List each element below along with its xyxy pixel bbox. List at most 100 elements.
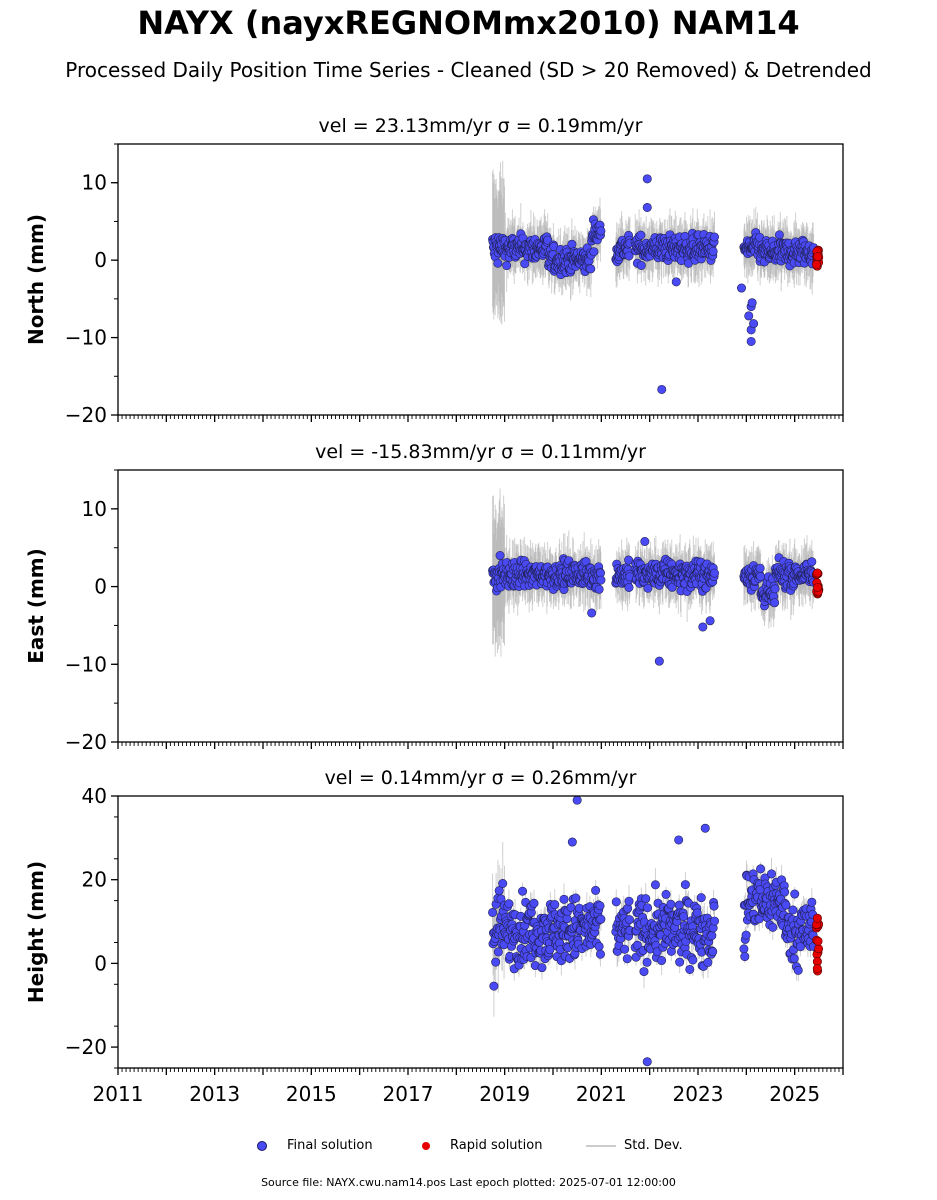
final-solution-point	[572, 796, 582, 805]
rapid-solution-point	[814, 944, 824, 954]
panel-title: vel = 23.13mm/yr σ = 0.19mm/yr	[319, 115, 643, 137]
final-solution-point	[567, 837, 577, 847]
final-solution-point	[545, 945, 555, 955]
y-tick-label: −20	[65, 1035, 107, 1059]
final-solution-point	[768, 922, 778, 932]
final-solution-point	[696, 893, 706, 903]
chart-subtitle: Processed Daily Position Time Series - C…	[65, 58, 872, 82]
rapid-solution-point	[813, 582, 823, 592]
plot-frame	[117, 143, 844, 416]
final-solution-point	[657, 956, 667, 966]
legend: Final solution Rapid solution Std. Dev.	[0, 1138, 937, 1158]
final-solution-point	[493, 258, 503, 268]
final-solution-point	[495, 551, 505, 561]
legend-std-label: Std. Dev.	[624, 1138, 683, 1153]
final-solution-point	[591, 885, 601, 895]
y-axis-label: Height (mm)	[24, 861, 48, 1003]
final-solution-point	[708, 947, 718, 957]
final-solution-point	[641, 894, 651, 904]
final-solution-point	[746, 336, 756, 346]
panel-3: vel = 0.14mm/yr σ = 0.26mm/yr Height (mm)…	[24, 767, 844, 1106]
final-solution-point	[636, 230, 646, 240]
y-axis-label: East (mm)	[24, 548, 48, 664]
x-tick-label: 2013	[189, 1082, 240, 1106]
final-solution-point	[709, 916, 719, 926]
final-solution-point	[543, 235, 553, 245]
final-solution-point	[666, 899, 676, 909]
final-solution-point	[639, 967, 649, 977]
final-solution-point	[698, 622, 708, 632]
y-tick-label: −10	[65, 652, 107, 676]
legend-rapid-marker	[422, 1141, 430, 1150]
final-solution-point	[807, 897, 817, 907]
final-solution-point	[529, 898, 539, 908]
final-solution-point	[642, 1057, 652, 1067]
final-solution-point	[596, 226, 606, 236]
legend-rapid: Rapid solution	[422, 1138, 542, 1153]
final-solution-point	[642, 202, 652, 212]
final-solution-point	[624, 251, 634, 261]
final-solution-point	[709, 568, 719, 578]
chart-title: NAYX (nayxREGNOMmx2010) NAM14	[137, 4, 800, 42]
final-solution-point	[736, 283, 746, 293]
final-solution-point	[709, 232, 719, 242]
final-solution-point	[740, 952, 750, 962]
y-tick-label: 10	[82, 497, 107, 521]
footer-source: Source file: NAYX.cwu.nam14.pos Last epo…	[261, 1176, 676, 1189]
final-solution-point	[795, 942, 805, 952]
final-solution-point	[790, 889, 800, 899]
y-tick-label: −10	[65, 326, 107, 350]
final-solution-point	[708, 246, 718, 256]
x-tick-label: 2015	[286, 1082, 337, 1106]
final-solution-point	[671, 277, 681, 287]
final-solution-point	[675, 957, 685, 967]
final-solution-point	[703, 957, 713, 967]
final-solution-point	[756, 864, 766, 874]
legend-final-label: Final solution	[287, 1138, 373, 1153]
final-solution-point	[793, 965, 803, 975]
final-solution-point	[643, 583, 653, 593]
y-tick-label: 0	[94, 575, 107, 599]
final-solution-point	[594, 584, 604, 594]
final-solution-point	[620, 944, 630, 954]
panel-title: vel = 0.14mm/yr σ = 0.26mm/yr	[325, 767, 637, 789]
final-solution-point	[705, 616, 715, 626]
x-tick-label: 2023	[673, 1082, 724, 1106]
final-solution-point	[700, 823, 710, 833]
legend-final: Final solution	[257, 1138, 373, 1153]
final-solution-point	[685, 964, 695, 974]
data-layer	[488, 161, 824, 394]
final-solution-point	[518, 886, 528, 896]
final-solution-point	[586, 264, 596, 274]
rapid-solution-point	[813, 936, 823, 946]
y-tick-label: −20	[65, 403, 107, 427]
final-solution-point	[642, 174, 652, 184]
final-solution-point	[493, 947, 503, 957]
x-tick-label: 2011	[93, 1082, 144, 1106]
legend-final-marker	[257, 1140, 267, 1151]
final-solution-point	[749, 319, 759, 329]
legend-std: Std. Dev.	[586, 1138, 683, 1153]
final-solution-point	[640, 536, 650, 546]
final-solution-point	[587, 608, 597, 618]
final-solution-point	[741, 930, 751, 940]
final-solution-point	[789, 954, 799, 964]
y-tick-label: 0	[94, 951, 107, 975]
x-tick-label: 2019	[479, 1082, 530, 1106]
final-solution-point	[571, 893, 581, 903]
x-tick-label: 2025	[769, 1082, 820, 1106]
final-solution-point	[807, 557, 817, 567]
final-solution-point	[636, 260, 646, 270]
final-solution-point	[595, 901, 605, 911]
rapid-solution-point	[813, 252, 823, 262]
y-tick-label: 20	[82, 868, 107, 892]
final-solution-point	[650, 880, 660, 890]
final-solution-point	[747, 298, 757, 308]
final-solution-point	[755, 563, 765, 573]
final-solution-point	[739, 944, 749, 954]
x-tick-label: 2017	[383, 1082, 434, 1106]
final-solution-point	[611, 897, 621, 907]
final-solution-point	[770, 584, 780, 594]
final-solution-point	[622, 954, 632, 964]
final-solution-point	[688, 955, 698, 965]
